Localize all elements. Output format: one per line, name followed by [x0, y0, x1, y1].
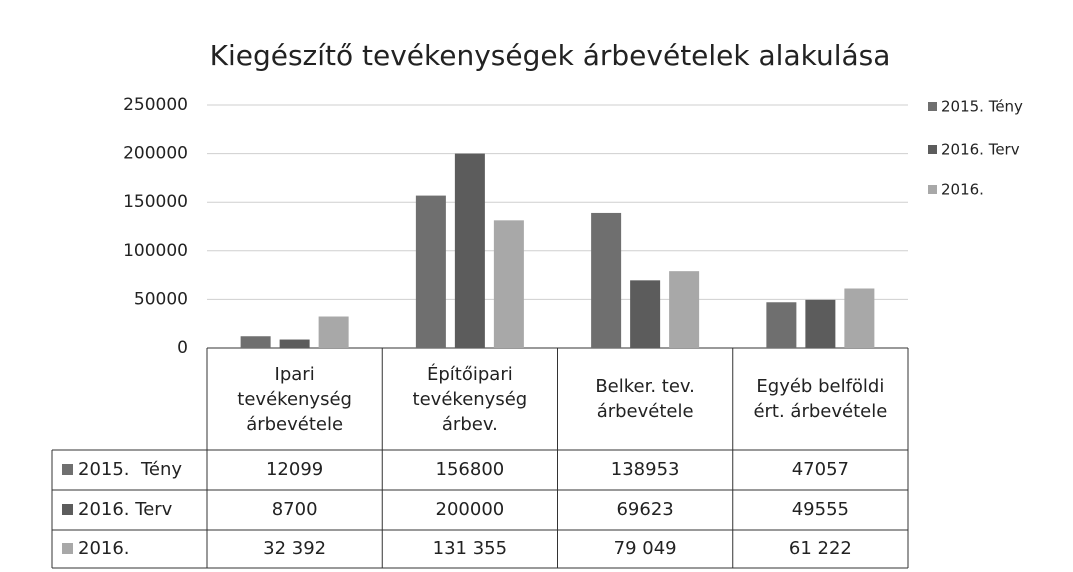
legend-label: 2016. Terv: [941, 141, 1020, 159]
y-tick-label: 150000: [123, 192, 188, 212]
table-value: 49555: [792, 499, 849, 520]
bar: [279, 339, 310, 348]
table-row-label: 2016. Terv: [78, 499, 173, 520]
table-swatch: [62, 543, 73, 554]
category-label: Belker. tev. árbevétele: [595, 376, 695, 422]
table-value: 32 392: [263, 538, 326, 559]
bar: [805, 299, 836, 348]
table-value: 8700: [272, 499, 318, 520]
table-value: 79 049: [614, 538, 677, 559]
legend-label: 2015. Tény: [941, 98, 1023, 116]
table-swatch: [62, 464, 73, 475]
bar: [493, 220, 524, 348]
table-value: 138953: [611, 459, 680, 480]
category-label: Építőipari tevékenység árbev.: [412, 363, 528, 435]
table-value: 47057: [792, 459, 849, 480]
bar: [415, 195, 446, 348]
category-label: Egyéb belföldi ért. árbevétele: [753, 376, 888, 422]
y-tick-label: 100000: [123, 241, 188, 261]
legend-swatch: [928, 145, 937, 154]
bar: [669, 271, 700, 348]
y-tick-label: 0: [177, 338, 188, 358]
table-value: 12099: [266, 459, 323, 480]
bar: [240, 336, 271, 348]
bar: [766, 302, 797, 348]
table-value: 156800: [436, 459, 505, 480]
table-row-label: 2015. Tény: [78, 459, 182, 480]
bar: [844, 288, 875, 348]
category-label: Ipari tevékenység árbevétele: [237, 363, 352, 435]
table-swatch: [62, 504, 73, 515]
table-row-label: 2016.: [78, 538, 130, 559]
bar: [454, 153, 485, 348]
legend-swatch: [928, 102, 937, 111]
y-tick-label: 200000: [123, 144, 188, 164]
table-value: 131 355: [433, 538, 507, 559]
bar: [630, 280, 661, 348]
table-value: 69623: [616, 499, 673, 520]
bar: [591, 212, 622, 348]
legend-label: 2016.: [941, 181, 984, 199]
bar: [318, 316, 349, 348]
table-value: 200000: [436, 499, 505, 520]
legend-swatch: [928, 185, 937, 194]
table-value: 61 222: [789, 538, 852, 559]
y-tick-label: 250000: [123, 95, 188, 115]
chart-title: Kiegészítő tevékenységek árbevételek ala…: [210, 39, 891, 72]
y-tick-label: 50000: [134, 289, 188, 309]
